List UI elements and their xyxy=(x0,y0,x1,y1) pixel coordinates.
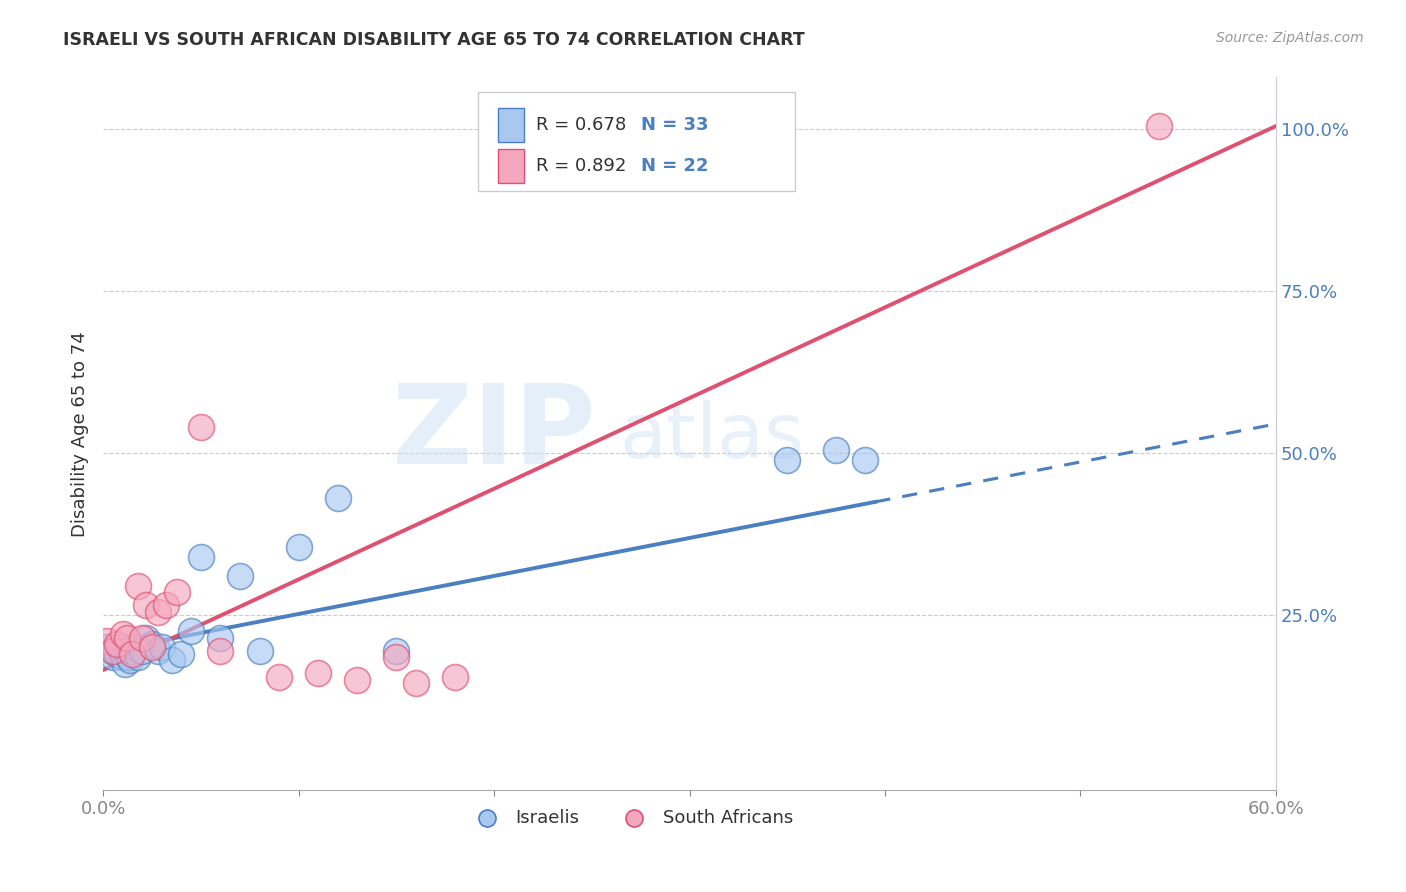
Point xyxy=(105,647,128,661)
Point xyxy=(190,420,212,434)
Point xyxy=(166,585,188,599)
Point xyxy=(111,650,134,665)
Point xyxy=(307,666,329,681)
Text: N = 33: N = 33 xyxy=(641,116,709,134)
Point xyxy=(135,631,157,645)
Point xyxy=(124,640,146,655)
Text: atlas: atlas xyxy=(619,401,804,475)
Point xyxy=(141,640,163,655)
Point xyxy=(190,549,212,564)
Point xyxy=(287,540,309,554)
Text: ZIP: ZIP xyxy=(392,380,596,487)
Point xyxy=(180,624,202,639)
Point xyxy=(155,599,177,613)
Point xyxy=(115,631,138,645)
Point xyxy=(146,605,169,619)
Point xyxy=(141,637,163,651)
Bar xyxy=(498,149,524,183)
Point xyxy=(1147,119,1170,133)
Text: R = 0.892: R = 0.892 xyxy=(536,157,626,175)
Point xyxy=(110,643,132,657)
Point xyxy=(115,643,138,657)
Point xyxy=(127,579,149,593)
Text: Source: ZipAtlas.com: Source: ZipAtlas.com xyxy=(1216,31,1364,45)
Point xyxy=(121,647,143,661)
Point xyxy=(127,650,149,665)
Point xyxy=(114,657,136,671)
Point xyxy=(96,640,118,655)
Point xyxy=(326,491,349,506)
Point xyxy=(100,643,122,657)
Point xyxy=(131,631,153,645)
Point xyxy=(101,643,124,657)
Point xyxy=(104,643,127,657)
Point xyxy=(209,631,232,645)
Point xyxy=(131,643,153,657)
Point xyxy=(249,643,271,657)
Point xyxy=(111,627,134,641)
Point xyxy=(107,640,129,655)
Point xyxy=(444,669,467,683)
Point xyxy=(121,643,143,657)
Point xyxy=(267,669,290,683)
Point xyxy=(160,653,183,667)
Point xyxy=(96,634,118,648)
Point xyxy=(825,442,848,457)
Text: N = 22: N = 22 xyxy=(641,157,709,175)
Point xyxy=(150,640,173,655)
Text: R = 0.678: R = 0.678 xyxy=(536,116,626,134)
Y-axis label: Disability Age 65 to 74: Disability Age 65 to 74 xyxy=(72,331,89,537)
Point xyxy=(346,673,368,687)
Point xyxy=(117,650,139,665)
Point xyxy=(120,653,142,667)
Point xyxy=(101,650,124,665)
Point xyxy=(385,650,408,665)
Point xyxy=(105,637,128,651)
Point xyxy=(135,599,157,613)
Point xyxy=(229,569,252,583)
Point xyxy=(405,676,427,690)
Legend: Israelis, South Africans: Israelis, South Africans xyxy=(461,802,800,834)
Point xyxy=(776,452,799,467)
Point xyxy=(170,647,193,661)
Point xyxy=(855,452,877,467)
Text: ISRAELI VS SOUTH AFRICAN DISABILITY AGE 65 TO 74 CORRELATION CHART: ISRAELI VS SOUTH AFRICAN DISABILITY AGE … xyxy=(63,31,806,49)
FancyBboxPatch shape xyxy=(478,92,796,192)
Point xyxy=(385,643,408,657)
Point xyxy=(146,643,169,657)
Point xyxy=(209,643,232,657)
Bar xyxy=(498,108,524,143)
